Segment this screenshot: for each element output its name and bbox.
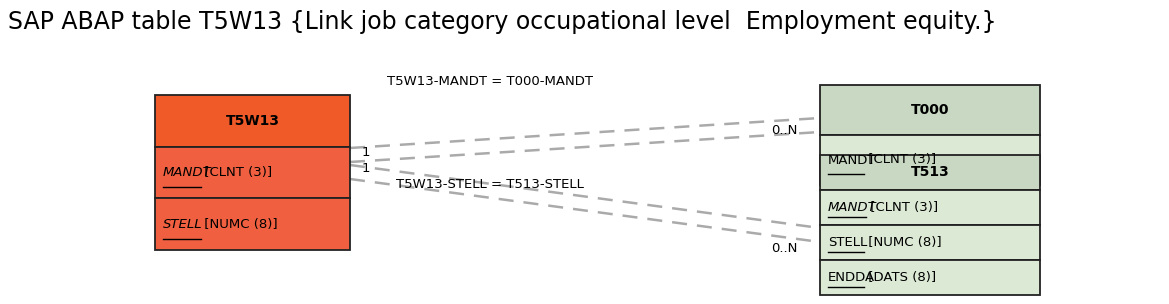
Text: T5W13-MANDT = T000-MANDT: T5W13-MANDT = T000-MANDT (387, 75, 593, 88)
Text: [CLNT (3)]: [CLNT (3)] (865, 201, 938, 214)
Text: T5W13-STELL = T513-STELL: T5W13-STELL = T513-STELL (396, 178, 584, 191)
Text: MANDT: MANDT (162, 166, 212, 179)
Bar (155, 95, 350, 147)
Text: MANDT: MANDT (828, 154, 877, 167)
Bar (155, 147, 350, 198)
Text: 0..N: 0..N (772, 241, 798, 254)
Bar (819, 135, 1040, 185)
Bar (819, 155, 1040, 190)
Text: 1: 1 (362, 146, 371, 158)
Text: 1: 1 (362, 161, 371, 174)
Text: ENDDA: ENDDA (828, 271, 876, 284)
Text: T000: T000 (911, 103, 949, 117)
Text: T513: T513 (911, 165, 949, 179)
Text: SAP ABAP table T5W13 {Link job category occupational level  Employment equity.}: SAP ABAP table T5W13 {Link job category … (8, 10, 997, 34)
Text: MANDT: MANDT (828, 201, 877, 214)
Text: [CLNT (3)]: [CLNT (3)] (201, 166, 272, 179)
Text: [CLNT (3)]: [CLNT (3)] (864, 154, 936, 167)
Text: [NUMC (8)]: [NUMC (8)] (864, 236, 941, 249)
Text: STELL: STELL (828, 236, 867, 249)
Text: T5W13: T5W13 (226, 114, 279, 128)
Text: 0..N: 0..N (772, 123, 798, 136)
Text: [NUMC (8)]: [NUMC (8)] (201, 218, 278, 231)
Bar (155, 198, 350, 250)
Bar (819, 85, 1040, 135)
Text: STELL: STELL (162, 218, 202, 231)
Bar (819, 260, 1040, 295)
Bar (819, 225, 1040, 260)
Bar (819, 190, 1040, 225)
Text: [DATS (8)]: [DATS (8)] (864, 271, 936, 284)
